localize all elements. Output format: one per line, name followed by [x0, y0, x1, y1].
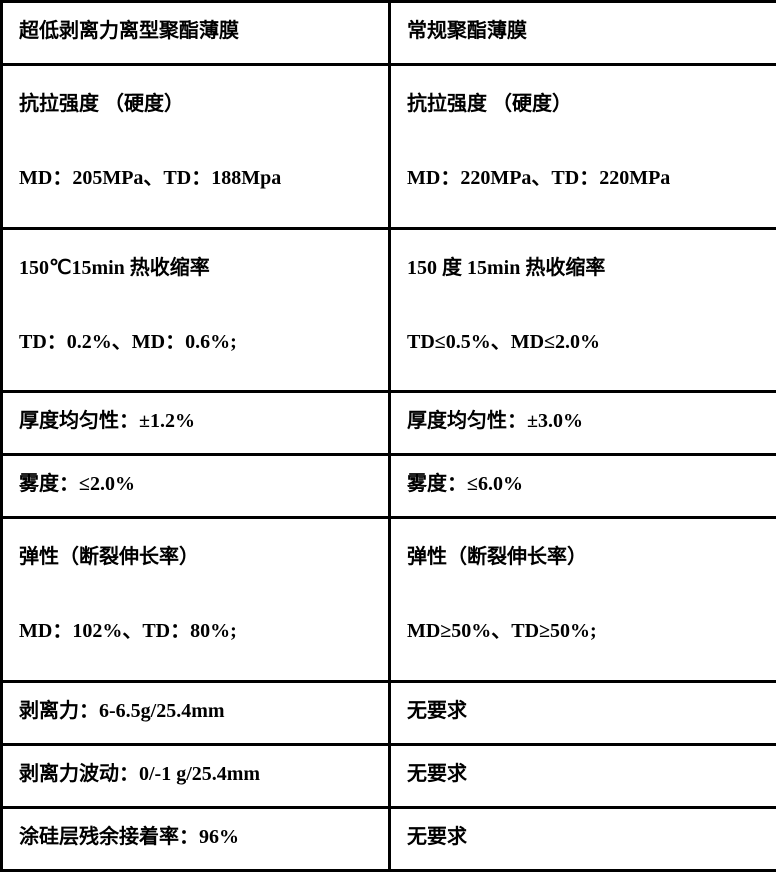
cell-right: 弹性（断裂伸长率） MD≥50%、TD≥50%;	[390, 518, 776, 682]
cell-left: 雾度：≤2.0%	[2, 455, 390, 518]
cell-text: 无要求	[407, 763, 467, 785]
table-row: 涂硅层残余接着率：96% 无要求	[2, 807, 776, 870]
comparison-table: 超低剥离力离型聚酯薄膜 常规聚酯薄膜 抗拉强度 （硬度） MD：205MPa、T…	[0, 0, 776, 872]
cell-text: MD：205MPa、TD：188Mpa	[19, 167, 281, 189]
table-row: 150℃15min 热收缩率 TD：0.2%、MD：0.6%; 150 度 15…	[2, 228, 776, 392]
cell-text: 剥离力：6-6.5g/25.4mm	[19, 700, 225, 722]
cell-text: 150 度 15min 热收缩率	[407, 257, 605, 279]
table-row: 剥离力：6-6.5g/25.4mm 无要求	[2, 681, 776, 744]
cell-text: 抗拉强度 （硬度）	[407, 93, 572, 115]
cell-right: 常规聚酯薄膜	[390, 2, 776, 65]
table-row: 剥离力波动：0/-1 g/25.4mm 无要求	[2, 744, 776, 807]
cell-left: 剥离力波动：0/-1 g/25.4mm	[2, 744, 390, 807]
cell-text: 150℃15min 热收缩率	[19, 257, 210, 279]
cell-right: 150 度 15min 热收缩率 TD≤0.5%、MD≤2.0%	[390, 228, 776, 392]
cell-right: 无要求	[390, 807, 776, 870]
cell-text: 涂硅层残余接着率：96%	[19, 826, 239, 848]
table-row: 厚度均匀性：±1.2% 厚度均匀性：±3.0%	[2, 392, 776, 455]
cell-left: 剥离力：6-6.5g/25.4mm	[2, 681, 390, 744]
cell-text: MD：220MPa、TD：220MPa	[407, 167, 670, 189]
cell-text: 弹性（断裂伸长率）	[407, 546, 587, 568]
cell-right: 雾度：≤6.0%	[390, 455, 776, 518]
cell-text: 抗拉强度 （硬度）	[19, 93, 184, 115]
cell-text: 弹性（断裂伸长率）	[19, 546, 199, 568]
table-body: 超低剥离力离型聚酯薄膜 常规聚酯薄膜 抗拉强度 （硬度） MD：205MPa、T…	[2, 2, 776, 871]
cell-text: 无要求	[407, 700, 467, 722]
cell-left: 弹性（断裂伸长率） MD：102%、TD：80%;	[2, 518, 390, 682]
cell-left: 超低剥离力离型聚酯薄膜	[2, 2, 390, 65]
cell-right: 无要求	[390, 681, 776, 744]
cell-text: MD≥50%、TD≥50%;	[407, 620, 597, 642]
cell-text: 厚度均匀性：±3.0%	[407, 410, 583, 432]
cell-text: 剥离力波动：0/-1 g/25.4mm	[19, 763, 260, 785]
cell-right: 无要求	[390, 744, 776, 807]
table-row: 雾度：≤2.0% 雾度：≤6.0%	[2, 455, 776, 518]
cell-left: 150℃15min 热收缩率 TD：0.2%、MD：0.6%;	[2, 228, 390, 392]
cell-left: 涂硅层残余接着率：96%	[2, 807, 390, 870]
cell-text: TD≤0.5%、MD≤2.0%	[407, 331, 600, 353]
cell-left: 厚度均匀性：±1.2%	[2, 392, 390, 455]
cell-text: MD：102%、TD：80%;	[19, 620, 237, 642]
cell-text: 雾度：≤2.0%	[19, 473, 135, 495]
cell-text: 常规聚酯薄膜	[407, 20, 527, 42]
cell-right: 抗拉强度 （硬度） MD：220MPa、TD：220MPa	[390, 65, 776, 229]
cell-text: 雾度：≤6.0%	[407, 473, 523, 495]
table-row: 抗拉强度 （硬度） MD：205MPa、TD：188Mpa 抗拉强度 （硬度） …	[2, 65, 776, 229]
cell-right: 厚度均匀性：±3.0%	[390, 392, 776, 455]
cell-text: TD：0.2%、MD：0.6%;	[19, 331, 237, 353]
cell-text: 无要求	[407, 826, 467, 848]
cell-text: 超低剥离力离型聚酯薄膜	[19, 20, 239, 42]
table-row: 弹性（断裂伸长率） MD：102%、TD：80%; 弹性（断裂伸长率） MD≥5…	[2, 518, 776, 682]
cell-text: 厚度均匀性：±1.2%	[19, 410, 195, 432]
table-row: 超低剥离力离型聚酯薄膜 常规聚酯薄膜	[2, 2, 776, 65]
cell-left: 抗拉强度 （硬度） MD：205MPa、TD：188Mpa	[2, 65, 390, 229]
